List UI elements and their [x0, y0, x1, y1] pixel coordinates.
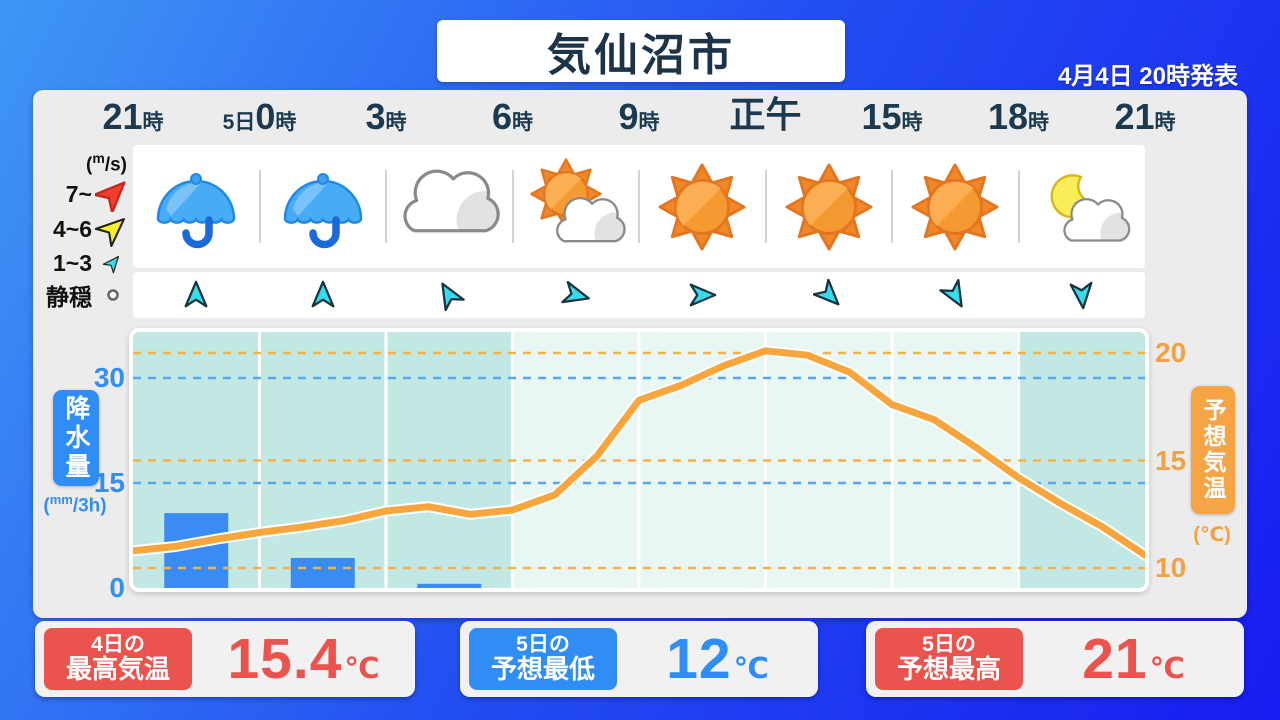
forecast-chart	[129, 328, 1149, 592]
wind-speed-light-arrow-icon	[102, 251, 125, 274]
time-header-row: 21時 5日0時 3時 6時 9時 正午 15時 18時 21時	[33, 90, 1247, 145]
wind-speed-legend: (m/s) 7~ 4~6 1~3 静穏	[37, 150, 133, 325]
temp-axis-label: 予想気温	[1200, 398, 1226, 502]
precip-tick-label: 15	[93, 467, 125, 498]
wind-direction-arrow-icon	[689, 283, 717, 307]
tomorrow-low-temp-box: 5日の 予想最低 12 ℃	[460, 621, 818, 697]
wind-arrow-cell	[386, 272, 513, 318]
city-title-box: 気仙沼市	[437, 20, 845, 82]
wind-legend-label: 4~6	[52, 215, 92, 242]
wind-direction-arrow-icon	[561, 280, 592, 310]
wind-legend-row-calm: 静穏	[46, 279, 131, 311]
wind-legend-row-medium: 4~6	[52, 211, 131, 247]
weather-icon-cell	[511, 145, 640, 268]
wind-arrow-cell	[133, 272, 260, 318]
wind-speed-unit: (m/s)	[86, 150, 127, 176]
forecast-panel: 21時 5日0時 3時 6時 9時 正午 15時 18時 21時 (m/s) 7~ 4~6 1~3 静穏…	[33, 90, 1247, 618]
temp-axis-unit: (℃)	[1193, 524, 1231, 546]
precip-axis-unit: (mm/3h)	[43, 492, 107, 517]
wind-legend-label: 静穏	[46, 284, 92, 310]
weather-icon-cell	[638, 145, 766, 268]
today-high-temp-value: 15.4 ℃	[227, 627, 380, 691]
time-label: 正午	[729, 94, 802, 135]
wind-legend-label: 7~	[65, 180, 92, 207]
tomorrow-high-temp-label: 5日の 予想最高	[875, 628, 1023, 690]
today-high-temp-box: 4日の 最高気温 15.4 ℃	[35, 621, 415, 697]
wind-direction-arrow-icon	[939, 279, 972, 311]
precip-bars	[164, 513, 482, 588]
precip-tick-label: 30	[93, 362, 125, 393]
time-label: 6時	[491, 96, 534, 137]
weather-icon-cell	[133, 145, 260, 268]
wind-direction-arrow-icon	[184, 280, 208, 308]
temp-tick-label: 20	[1155, 337, 1187, 368]
wind-arrow-cell	[1019, 272, 1146, 318]
moon-cloud-icon	[1030, 155, 1134, 259]
sunny-icon	[650, 155, 754, 259]
today-high-temp-label: 4日の 最高気温	[44, 628, 192, 690]
tomorrow-low-temp-value: 12 ℃	[666, 627, 769, 691]
weather-icon-cell	[891, 145, 1019, 268]
city-title: 気仙沼市	[547, 31, 735, 80]
wind-direction-arrow-icon	[1069, 281, 1095, 311]
time-label: 5日0時	[222, 96, 297, 137]
sunny-icon	[777, 155, 881, 259]
tomorrow-low-temp-label: 5日の 予想最低	[469, 628, 617, 690]
issued-at-label: 4月4日 20時発表	[1057, 63, 1238, 90]
rain-icon	[271, 155, 375, 259]
tomorrow-high-temp-value: 21 ℃	[1082, 627, 1185, 691]
temp-tick-label: 15	[1155, 444, 1187, 476]
precip-bar	[290, 557, 355, 588]
precip-axis-label-box: 降水量	[53, 390, 99, 486]
weather-icon-cell	[764, 145, 893, 268]
cloudy-icon	[397, 155, 501, 259]
wind-arrow-cell	[513, 272, 640, 318]
time-label: 15時	[861, 96, 923, 137]
precip-axis-label: 降水量	[62, 394, 90, 482]
wind-arrow-cell	[639, 272, 766, 318]
wind-direction-arrow-icon	[433, 279, 465, 311]
temperature-line	[133, 347, 1145, 559]
wind-direction-arrow-icon	[812, 279, 845, 311]
precip-tick-label: 0	[109, 572, 125, 603]
wind-direction-arrow-icon	[311, 280, 335, 308]
wind-arrow-cell	[260, 272, 387, 318]
weather-icon-cell	[1017, 145, 1146, 268]
wind-legend-row-strong: 7~	[65, 176, 131, 212]
weather-icons-row	[133, 145, 1145, 268]
tomorrow-high-temp-box: 5日の 予想最高 21 ℃	[866, 621, 1244, 697]
wind-speed-medium-arrow-icon	[95, 211, 131, 247]
weather-icon-cell	[385, 145, 513, 268]
time-label: 21時	[1114, 96, 1176, 137]
precip-bar	[417, 583, 482, 588]
time-label: 18時	[987, 96, 1050, 137]
forecast-chart-svg	[133, 332, 1145, 588]
time-label: 3時	[365, 96, 407, 137]
temp-axis-label-box: 予想気温	[1191, 386, 1235, 514]
wind-arrow-cell	[766, 272, 893, 318]
sun-cloud-icon	[524, 155, 628, 259]
sunny-icon	[903, 155, 1007, 259]
rain-icon	[144, 155, 248, 259]
wind-arrow-cell	[892, 272, 1019, 318]
time-label: 21時	[102, 96, 164, 137]
wind-speed-calm-arrow-icon	[107, 289, 119, 301]
wind-speed-strong-arrow-icon	[95, 176, 131, 212]
weather-icon-cell	[258, 145, 387, 268]
wind-direction-row	[133, 272, 1145, 318]
wind-legend-label: 1~3	[52, 249, 92, 276]
temp-tick-label: 10	[1155, 552, 1187, 583]
wind-legend-row-light: 1~3	[53, 247, 131, 279]
time-label: 9時	[618, 96, 660, 137]
